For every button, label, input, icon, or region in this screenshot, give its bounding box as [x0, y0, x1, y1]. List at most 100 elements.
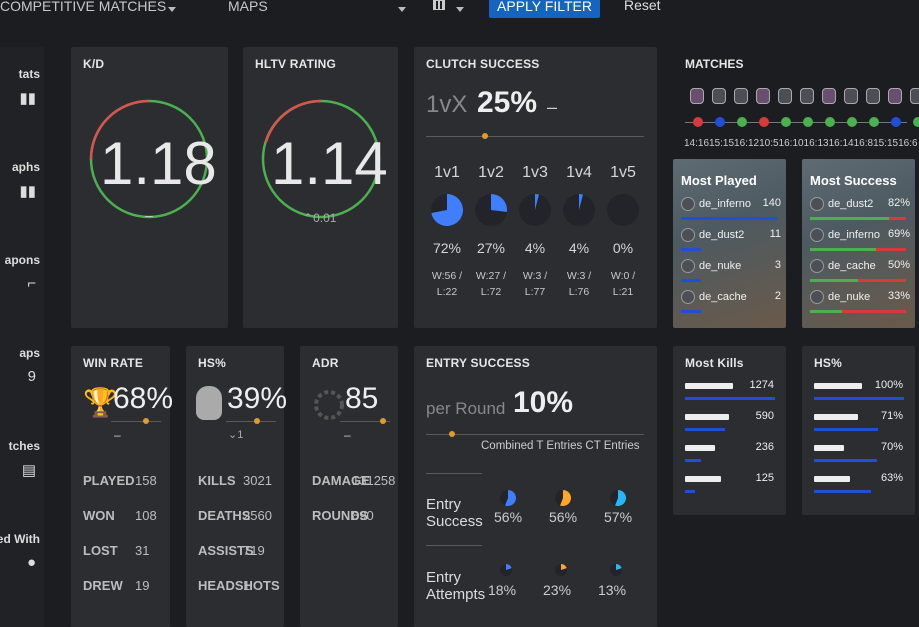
map-badge-icon[interactable] [690, 88, 704, 104]
map-badge-icon[interactable] [910, 88, 919, 104]
map-icon [810, 197, 824, 211]
kd-card: K/D 1.18 – [71, 47, 228, 328]
match-result-dot[interactable] [715, 117, 725, 127]
bar-chart-icon: ▮▮ [19, 90, 36, 107]
match-result-dot[interactable] [869, 117, 879, 127]
match-result-dot[interactable] [781, 117, 791, 127]
clutch-losses: L:22 [436, 286, 458, 298]
map-pin-icon: 9 [27, 368, 36, 385]
match-result-dot[interactable] [737, 117, 747, 127]
weapon-bar [685, 397, 775, 400]
map-row[interactable]: de_dust2 82% [810, 197, 910, 211]
map-name: de_nuke [828, 290, 871, 303]
match-result-dot[interactable] [693, 117, 703, 127]
chevron-down-icon[interactable] [168, 7, 176, 12]
match-result-dot[interactable] [891, 117, 901, 127]
entry-attempt-pie [555, 563, 567, 581]
map-row[interactable]: de_inferno 140 [681, 197, 781, 211]
map-icon [810, 259, 824, 273]
map-count: 3 [774, 259, 781, 271]
map-name: de_dust2 [699, 228, 745, 241]
match-result-dot[interactable] [803, 117, 813, 127]
maps-dropdown[interactable]: MAPS [228, 0, 268, 14]
weapon-value: 236 [755, 441, 774, 453]
stat-row: DEATHS 2560 [198, 508, 272, 523]
map-row[interactable]: de_nuke 33% [810, 290, 910, 304]
clutch-wins: W:27 / [475, 270, 507, 282]
sidebar-item-graphs[interactable]: aphs ▮▮ [0, 140, 44, 233]
hltv-delta: ⌃0.01 [303, 211, 337, 225]
chevron-down-icon[interactable] [456, 7, 464, 12]
map-badge-icon[interactable] [712, 88, 726, 104]
map-badge-icon[interactable] [800, 88, 814, 104]
map-pct: 69% [887, 228, 910, 240]
stat-row: ROUNDS 890 [312, 508, 374, 523]
sidebar-item-played-with[interactable]: ed With ● [0, 512, 44, 605]
chevron-down-icon[interactable] [398, 7, 406, 12]
clutch-column: 1v5 0% W:0 / L:21 [603, 164, 643, 298]
sidebar-item-weapons[interactable]: apons ⌐ [0, 233, 44, 326]
card-title: HS% [814, 356, 842, 370]
match-result-dot[interactable] [759, 117, 769, 127]
mode-dropdown[interactable]: COMPETITIVE MATCHES [0, 0, 167, 14]
weapon-bar [685, 459, 701, 462]
map-name: de_dust2 [828, 197, 874, 210]
sidebar-item-matches[interactable]: tches ▤ [0, 419, 44, 512]
stat-value: 2560 [243, 508, 272, 523]
clutch-wl: W:3 / L:77 [509, 268, 561, 300]
map-bar [681, 248, 701, 251]
entry-success-pct: 57% [604, 509, 633, 525]
match-result-dot[interactable] [913, 117, 919, 127]
map-bar-green [810, 279, 858, 282]
map-icon [681, 290, 695, 304]
stat-key: LOST [83, 543, 118, 558]
map-badge-icon[interactable] [778, 88, 792, 104]
calendar-icon[interactable] [433, 0, 445, 10]
match-result-dot[interactable] [847, 117, 857, 127]
map-icon [810, 290, 824, 304]
card-title: K/D [83, 57, 105, 71]
stat-key: DAMAGE [312, 473, 370, 488]
clutch-losses: L:76 [568, 286, 590, 298]
clutch-pie [519, 194, 551, 231]
map-row[interactable]: de_inferno 69% [810, 228, 910, 242]
map-pct: 82% [887, 197, 910, 209]
sidebar-item-maps[interactable]: aps 9 [0, 326, 44, 419]
clutch-wl: W:27 / L:72 [465, 268, 517, 300]
map-badge-icon[interactable] [756, 88, 770, 104]
entry-sep [426, 545, 482, 546]
reset-button[interactable]: Reset [624, 0, 661, 13]
most-success-card: Most Success de_dust2 82% de_inferno 69% de_… [802, 159, 915, 328]
map-row[interactable]: de_cache 50% [810, 259, 910, 273]
match-result-dot[interactable] [825, 117, 835, 127]
map-bar-red [889, 217, 906, 220]
clutch-wins: W:0 / [610, 270, 636, 282]
map-row[interactable]: de_dust2 11 [681, 228, 781, 242]
card-title: CLUTCH SUCCESS [426, 57, 540, 71]
map-badge-icon[interactable] [844, 88, 858, 104]
map-row[interactable]: de_nuke 3 [681, 259, 781, 273]
sidebar-item-stats[interactable]: tats ▮▮ [0, 47, 44, 140]
rifle-icon [685, 414, 729, 420]
map-badge-icon[interactable] [888, 88, 902, 104]
clutch-pct: 4% [524, 240, 546, 256]
skull-icon [196, 386, 222, 420]
map-name: de_cache [699, 290, 747, 303]
rifle-icon [685, 383, 733, 389]
stat-row: DREW 19 [83, 578, 149, 593]
weapon-value: 125 [755, 472, 774, 484]
apply-filter-button[interactable]: APPLY FILTER [489, 0, 600, 18]
map-icon [681, 228, 695, 242]
card-title: ENTRY SUCCESS [426, 356, 530, 370]
map-row[interactable]: de_cache 2 [681, 290, 781, 304]
hltv-value: 1.14 [271, 130, 388, 197]
map-badge-icon[interactable] [822, 88, 836, 104]
weapon-hs-card: HS% 100% 71% 70% 63% [802, 346, 915, 515]
sidebar-item-label: aps [19, 346, 40, 360]
map-badge-icon[interactable] [866, 88, 880, 104]
rifle-icon [685, 476, 721, 482]
clutch-label: 1v1 [434, 164, 460, 181]
map-badge-icon[interactable] [734, 88, 748, 104]
trophy-icon: 🏆 [83, 387, 118, 418]
stat-value: 1 [243, 578, 251, 593]
